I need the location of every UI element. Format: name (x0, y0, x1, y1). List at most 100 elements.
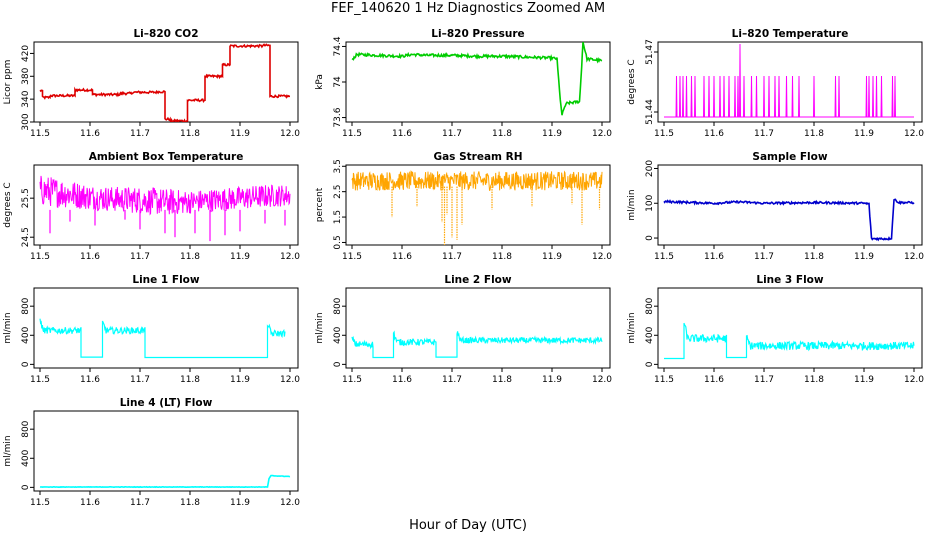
x-tick-label: 11.6 (80, 252, 100, 262)
y-tick-label: 0.5 (333, 235, 343, 249)
x-tick-label: 11.8 (180, 375, 200, 385)
x-tick-label: 12.0 (592, 129, 612, 139)
y-axis-label: ml/min (315, 312, 325, 343)
x-tick-label: 11.9 (230, 252, 250, 262)
x-tick-label: 11.5 (30, 498, 50, 508)
y-tick-label: 74 (333, 76, 343, 88)
y-axis-label: Licor ppm (3, 60, 13, 105)
panel-title: Li–820 CO2 (133, 28, 198, 40)
panel-title: Line 4 (LT) Flow (120, 397, 213, 409)
panel-4: Ambient Box Temperature 11.5 11.6 11.7 11.8 1… (3, 151, 300, 262)
y-tick-label: 400 (645, 326, 655, 343)
y-axis-label: percent (315, 187, 325, 222)
series-line (351, 170, 603, 192)
x-tick-label: 11.7 (130, 252, 150, 262)
y-tick-label: 400 (333, 326, 343, 343)
x-tick-label: 11.8 (492, 129, 512, 139)
y-tick-label: 400 (21, 449, 31, 466)
y-tick-label: 51.47 (645, 39, 655, 65)
x-tick-label: 12.0 (592, 252, 612, 262)
panel-10: Line 4 (LT) Flow 11.5 11.6 11.7 11.8 11.9 12.0… (3, 397, 300, 508)
x-tick-label: 11.6 (392, 129, 412, 139)
y-tick-label: 2.5 (333, 185, 343, 199)
series-line (663, 198, 915, 242)
x-tick-label: 12.0 (904, 375, 924, 385)
x-tick-label: 11.8 (804, 129, 824, 139)
x-tick-label: 11.6 (704, 252, 724, 262)
x-tick-label: 11.9 (542, 129, 562, 139)
series (663, 198, 915, 242)
x-tick-label: 12.0 (904, 252, 924, 262)
x-tick-label: 11.5 (342, 129, 362, 139)
y-tick-label: 800 (333, 297, 343, 314)
plot-frame (33, 287, 299, 369)
y-tick-label: 800 (21, 420, 31, 437)
x-tick-label: 11.9 (854, 375, 874, 385)
x-tick-label: 11.5 (342, 252, 362, 262)
y-tick-label: 0 (645, 361, 655, 367)
x-tick-label: 11.5 (30, 252, 50, 262)
plot-frame (657, 164, 923, 246)
series-line (39, 43, 290, 122)
x-tick-label: 11.9 (230, 375, 250, 385)
series-line (39, 474, 291, 489)
x-tick-label: 11.9 (854, 129, 874, 139)
panel-title: Line 2 Flow (444, 274, 511, 286)
x-tick-label: 11.8 (804, 375, 824, 385)
y-tick-label: 0 (21, 361, 31, 367)
y-tick-label: 73.6 (333, 107, 343, 127)
x-tick-label: 12.0 (280, 498, 300, 508)
plot-frame (345, 287, 611, 369)
x-tick-label: 11.9 (230, 129, 250, 139)
panel-5: Gas Stream RH 11.5 11.6 11.7 11.8 11.9 12.0 0.5… (315, 151, 612, 262)
x-tick-label: 11.8 (492, 375, 512, 385)
panel-1: Li–820 CO2 11.5 11.6 11.7 11.8 11.9 12.0 300 340… (3, 28, 300, 139)
y-axis-label: degrees C (627, 59, 637, 104)
x-tick-label: 11.6 (80, 129, 100, 139)
x-tick-label: 11.7 (754, 129, 774, 139)
panel-title: Ambient Box Temperature (89, 151, 244, 163)
y-tick-label: 51.44 (645, 99, 655, 125)
y-tick-label: 400 (21, 326, 31, 343)
y-tick-label: 200 (645, 160, 655, 177)
x-tick-label: 11.7 (130, 129, 150, 139)
y-tick-label: 1.5 (333, 210, 343, 224)
series-line (664, 322, 915, 360)
plot-frame (33, 164, 299, 246)
figure-x-label: Hour of Day (UTC) (409, 518, 527, 533)
panel-title: Line 1 Flow (132, 274, 199, 286)
x-tick-label: 11.6 (80, 375, 100, 385)
x-tick-label: 12.0 (904, 129, 924, 139)
y-tick-label: 0 (645, 235, 655, 241)
series (664, 322, 915, 360)
y-tick-label: 100 (645, 194, 655, 211)
series (351, 330, 603, 359)
plot-frame (33, 41, 299, 123)
panel-title: Li–820 Temperature (732, 28, 849, 40)
plot-frame (657, 287, 923, 369)
x-tick-label: 11.7 (130, 498, 150, 508)
y-tick-label: 25.5 (21, 188, 31, 208)
x-tick-label: 11.6 (704, 375, 724, 385)
panel-title: Sample Flow (752, 151, 827, 163)
series (39, 43, 290, 122)
y-axis-label: ml/min (627, 189, 637, 220)
y-tick-label: 0 (21, 484, 31, 490)
y-axis-label: degrees C (3, 182, 13, 227)
x-tick-label: 11.8 (180, 498, 200, 508)
series (664, 43, 914, 118)
x-tick-label: 11.7 (130, 375, 150, 385)
panel-6: Sample Flow 11.5 11.6 11.7 11.8 11.9 12.0 0 100 2… (627, 151, 924, 262)
x-tick-label: 11.6 (392, 252, 412, 262)
series-line (351, 330, 603, 359)
x-tick-label: 11.7 (442, 129, 462, 139)
x-tick-label: 12.0 (592, 375, 612, 385)
plot-frame (657, 41, 923, 123)
x-tick-label: 11.7 (442, 252, 462, 262)
y-tick-label: 420 (21, 45, 31, 62)
y-axis-label: ml/min (627, 312, 637, 343)
series (351, 170, 603, 245)
x-tick-label: 11.5 (654, 375, 674, 385)
x-tick-label: 11.8 (804, 252, 824, 262)
